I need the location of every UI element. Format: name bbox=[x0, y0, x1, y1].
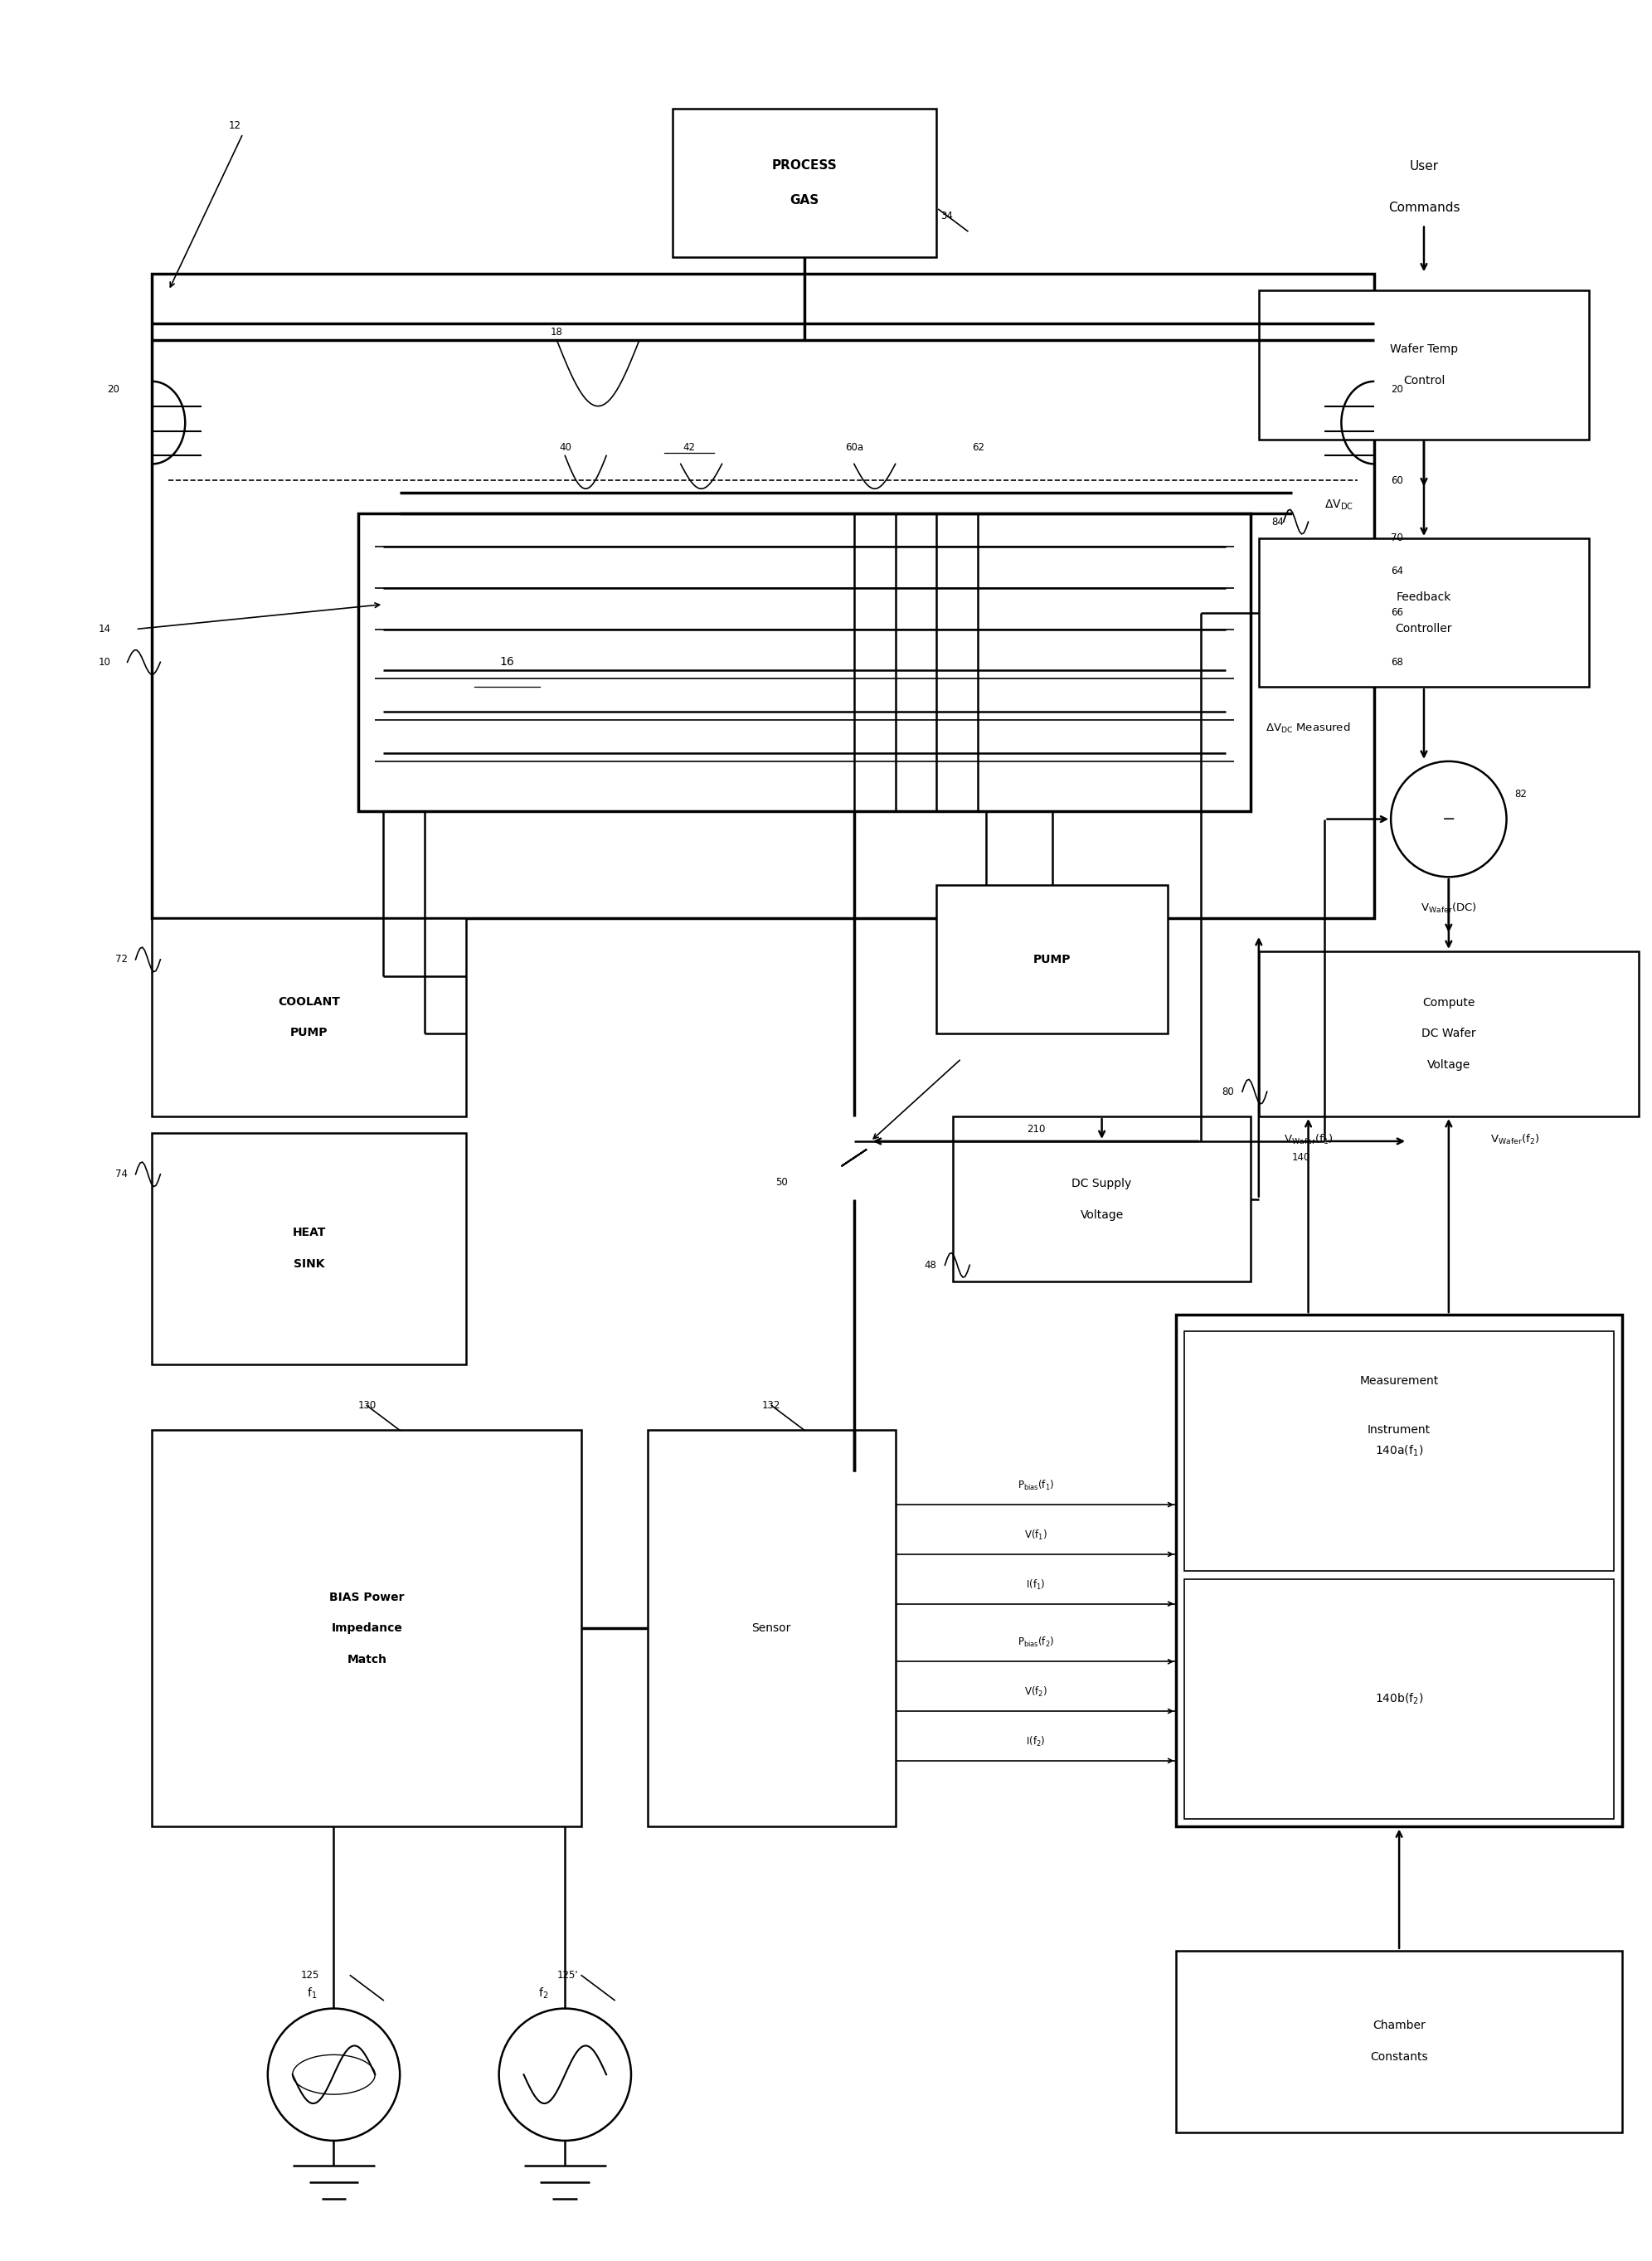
Text: PROCESS: PROCESS bbox=[771, 161, 838, 172]
Text: DC Supply: DC Supply bbox=[1072, 1178, 1132, 1189]
Text: COOLANT: COOLANT bbox=[278, 995, 340, 1008]
Text: Controller: Controller bbox=[1396, 622, 1452, 633]
Text: 64: 64 bbox=[1391, 565, 1403, 577]
Text: 66: 66 bbox=[1391, 608, 1403, 617]
Text: I(f$_1$): I(f$_1$) bbox=[1026, 1578, 1046, 1592]
Text: 20: 20 bbox=[107, 384, 119, 396]
Text: f$_1$: f$_1$ bbox=[307, 1985, 317, 2001]
Bar bbox=[937, 886, 1168, 1033]
Text: SINK: SINK bbox=[294, 1259, 324, 1271]
Text: 60a: 60a bbox=[844, 443, 864, 452]
Text: I(f$_2$): I(f$_2$) bbox=[1026, 1734, 1046, 1748]
Bar bbox=[152, 1133, 466, 1363]
Text: 74: 74 bbox=[116, 1169, 127, 1180]
Text: 60: 60 bbox=[1391, 475, 1403, 486]
Text: User: User bbox=[1409, 161, 1439, 172]
Text: Sensor: Sensor bbox=[752, 1623, 791, 1635]
Text: DC Wafer: DC Wafer bbox=[1421, 1029, 1475, 1040]
Text: 20: 20 bbox=[1391, 384, 1403, 396]
Bar bbox=[1259, 952, 1639, 1117]
Text: 210: 210 bbox=[1026, 1124, 1046, 1135]
Text: 10: 10 bbox=[99, 656, 111, 667]
Text: $\Delta$V$_{\mathrm{DC}}$ Measured: $\Delta$V$_{\mathrm{DC}}$ Measured bbox=[1265, 721, 1351, 735]
Text: PUMP: PUMP bbox=[1034, 954, 1070, 965]
Text: V$_{\mathrm{Wafer}}$(f$_1$): V$_{\mathrm{Wafer}}$(f$_1$) bbox=[1284, 1133, 1333, 1146]
Text: V(f$_1$): V(f$_1$) bbox=[1024, 1528, 1047, 1542]
Text: GAS: GAS bbox=[790, 194, 819, 206]
Bar bbox=[953, 1117, 1251, 1282]
Text: 18: 18 bbox=[550, 326, 563, 337]
Text: 72: 72 bbox=[116, 954, 127, 965]
Text: 68: 68 bbox=[1391, 656, 1403, 667]
Text: P$_{\mathrm{bias}}$(f$_2$): P$_{\mathrm{bias}}$(f$_2$) bbox=[1018, 1637, 1054, 1648]
Text: Measurement: Measurement bbox=[1360, 1375, 1439, 1386]
Text: HEAT: HEAT bbox=[292, 1228, 325, 1239]
Text: 140b(f$_2$): 140b(f$_2$) bbox=[1374, 1691, 1424, 1707]
Text: Impedance: Impedance bbox=[330, 1623, 403, 1635]
Bar bbox=[648, 1431, 895, 1827]
Bar bbox=[1259, 538, 1589, 687]
Text: 84: 84 bbox=[1270, 516, 1284, 527]
Text: 130: 130 bbox=[357, 1400, 377, 1411]
Text: 140: 140 bbox=[1292, 1153, 1310, 1162]
Text: f$_2$: f$_2$ bbox=[539, 1985, 548, 2001]
Text: 40: 40 bbox=[558, 443, 572, 452]
Text: 125': 125' bbox=[557, 1969, 578, 1981]
Text: Instrument: Instrument bbox=[1368, 1424, 1431, 1436]
Bar bbox=[1184, 1332, 1614, 1571]
Bar bbox=[152, 1431, 582, 1827]
Text: Voltage: Voltage bbox=[1080, 1210, 1123, 1221]
Text: 16: 16 bbox=[501, 656, 514, 667]
Bar bbox=[358, 513, 1251, 812]
Text: −: − bbox=[1442, 812, 1455, 828]
Text: 34: 34 bbox=[940, 210, 953, 222]
Bar bbox=[672, 109, 937, 258]
Text: V(f$_2$): V(f$_2$) bbox=[1024, 1684, 1047, 1698]
Text: 62: 62 bbox=[971, 443, 985, 452]
Text: BIAS Power: BIAS Power bbox=[329, 1592, 405, 1603]
Text: P$_{\mathrm{bias}}$(f$_1$): P$_{\mathrm{bias}}$(f$_1$) bbox=[1018, 1479, 1054, 1492]
Text: Commands: Commands bbox=[1388, 201, 1460, 215]
Text: Feedback: Feedback bbox=[1396, 590, 1452, 604]
Text: Voltage: Voltage bbox=[1427, 1060, 1470, 1072]
Text: $\Delta$V$_{\mathrm{DC}}$: $\Delta$V$_{\mathrm{DC}}$ bbox=[1325, 497, 1353, 511]
Bar bbox=[1176, 1951, 1622, 2132]
Bar bbox=[152, 274, 1374, 918]
Text: Constants: Constants bbox=[1370, 2051, 1427, 2062]
Text: Control: Control bbox=[1403, 375, 1446, 387]
Text: Compute: Compute bbox=[1422, 997, 1475, 1008]
Text: 12: 12 bbox=[228, 120, 241, 131]
Text: Wafer Temp: Wafer Temp bbox=[1389, 344, 1459, 355]
Bar bbox=[152, 918, 466, 1117]
Text: 125: 125 bbox=[301, 1969, 319, 1981]
Text: Chamber: Chamber bbox=[1373, 2019, 1426, 2033]
Text: 70: 70 bbox=[1391, 534, 1403, 543]
Text: 80: 80 bbox=[1222, 1085, 1234, 1097]
Text: 48: 48 bbox=[925, 1259, 937, 1271]
Text: V$_{\mathrm{Wafer}}$(f$_2$): V$_{\mathrm{Wafer}}$(f$_2$) bbox=[1490, 1133, 1540, 1146]
Text: V$_{\mathrm{Wafer}}$(DC): V$_{\mathrm{Wafer}}$(DC) bbox=[1421, 902, 1477, 916]
Text: Match: Match bbox=[347, 1655, 387, 1666]
Text: 140a(f$_1$): 140a(f$_1$) bbox=[1374, 1445, 1424, 1458]
Bar bbox=[1259, 289, 1589, 439]
Text: 42: 42 bbox=[682, 443, 695, 452]
Bar bbox=[1176, 1314, 1622, 1827]
Text: PUMP: PUMP bbox=[291, 1026, 327, 1038]
Text: 50: 50 bbox=[776, 1178, 788, 1187]
Bar bbox=[1184, 1578, 1614, 1818]
Text: 132: 132 bbox=[762, 1400, 781, 1411]
Text: 82: 82 bbox=[1515, 789, 1526, 800]
Text: 14: 14 bbox=[99, 624, 111, 635]
